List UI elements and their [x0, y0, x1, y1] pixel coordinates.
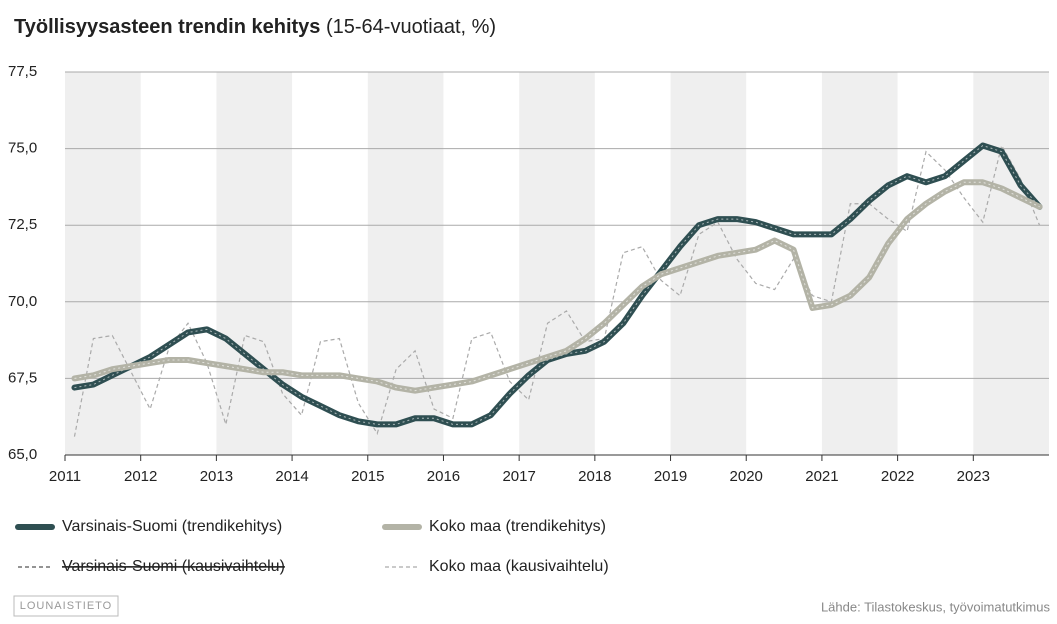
- y-tick-label: 70,0: [8, 293, 37, 310]
- x-tick-label: 2021: [805, 468, 838, 485]
- x-tick-label: 2016: [427, 468, 460, 485]
- year-band: [65, 72, 141, 455]
- source: Lähde: Tilastokeskus, työvoimatutkimus: [821, 599, 1051, 614]
- x-tick-label: 2011: [49, 468, 81, 485]
- year-band: [821, 72, 898, 455]
- y-tick-label: 65,0: [8, 446, 37, 463]
- series-highlight: [74, 181, 1040, 392]
- bands: [65, 72, 1049, 455]
- y-tick-label: 77,5: [8, 63, 37, 80]
- x-tick-label: 2012: [124, 468, 157, 485]
- y-tick-label: 67,5: [8, 369, 37, 386]
- year-band: [519, 72, 595, 455]
- x-tick-label: 2017: [502, 468, 535, 485]
- x-tick-label: 2015: [351, 468, 384, 485]
- logo: LOUNAISTIETO: [20, 600, 112, 612]
- legend-label: Koko maa (kausivaihtelu): [429, 558, 609, 575]
- y-tick-label: 72,5: [8, 216, 37, 233]
- x-tick-label: 2020: [730, 468, 763, 485]
- subtitle: (15-64-vuotiaat, %): [326, 16, 496, 38]
- series-line: [73, 143, 1041, 437]
- x-tick-label: 2014: [275, 468, 308, 485]
- x-tick-label: 2023: [957, 468, 990, 485]
- title: Työllisyysasteen trendin kehitys: [14, 16, 320, 38]
- x-tick-label: 2013: [200, 468, 233, 485]
- legend-label: Koko maa (trendikehitys): [429, 518, 606, 535]
- legend-label: Varsinais-Suomi (kausivaihtelu): [62, 558, 285, 575]
- y-tick-label: 75,0: [8, 140, 37, 157]
- year-band: [973, 72, 1049, 455]
- year-band: [670, 72, 747, 455]
- logo-box: [13, 595, 119, 617]
- legend-label: Varsinais-Suomi (trendikehitys): [62, 518, 282, 535]
- year-band: [216, 72, 293, 455]
- chart-title: Työllisyysasteen trendin kehitys (15-64-…: [14, 16, 496, 38]
- x-tick-label: 2018: [578, 468, 611, 485]
- x-tick-label: 2022: [881, 468, 914, 485]
- x-tick-label: 2019: [654, 468, 687, 485]
- year-band: [367, 72, 444, 455]
